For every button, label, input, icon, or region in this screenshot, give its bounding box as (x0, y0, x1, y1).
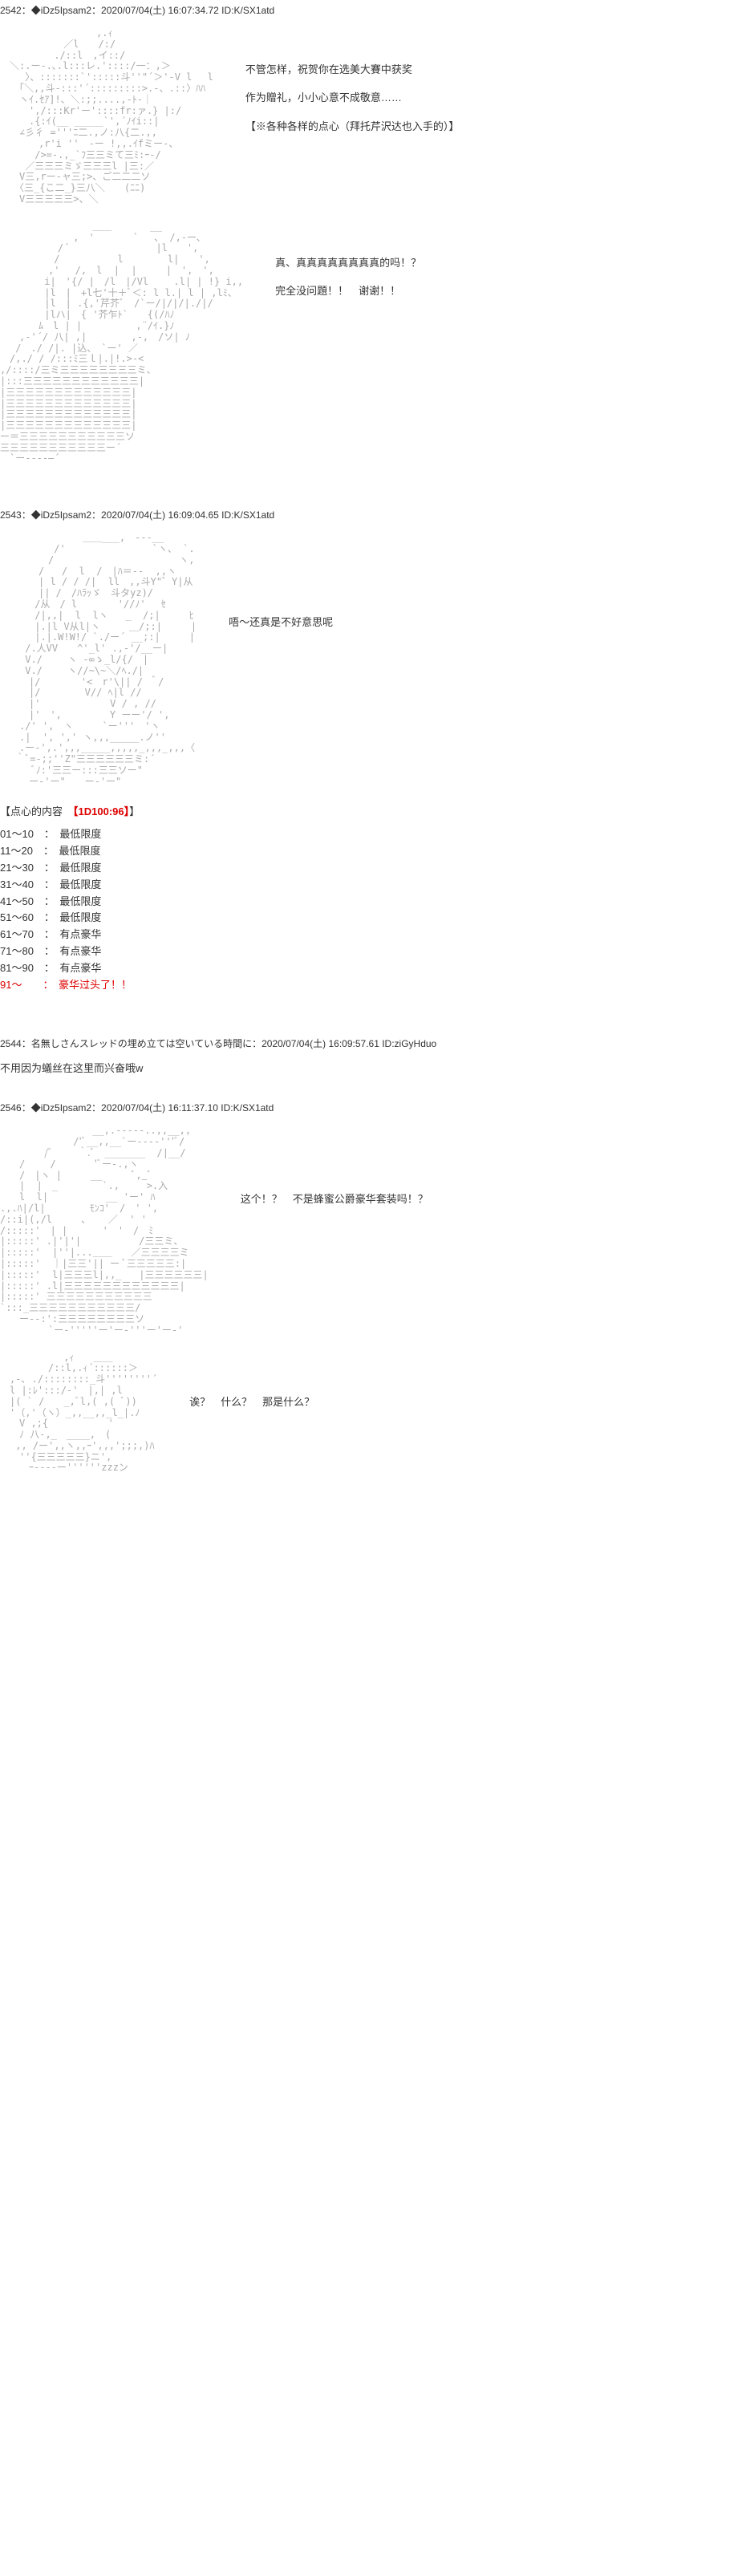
dice-range: 31～40 ： 最低限度 (0, 877, 746, 894)
dice-range: 51～60 ： 最低限度 (0, 910, 746, 927)
dialogue-line: 这个！？ 不是蜂蜜公爵豪华套装吗！？ (241, 1190, 428, 1208)
dice-range: 61～70 ： 有点豪华 (0, 927, 746, 943)
dice-range: 01～10 ： 最低限度 (0, 826, 746, 843)
dialogue-row: ,.ｨ ／l /:/ ./::l ,イ::/ ＼:.ー-.､.l:::レ.'::… (0, 28, 746, 205)
post-header: 2544：名無しさんスレッドの埋め立ては空いている時間に：2020/07/04(… (0, 1033, 746, 1053)
dice-range: 71～80 ： 有点豪华 (0, 943, 746, 960)
dice-title-prefix: 【点心的内容 (0, 805, 73, 817)
dialogue-line: 唔～还真是不好意思呢 (229, 613, 333, 631)
post-2546: 2546：◆iDz5Ipsam2：2020/07/04(土) 16:11:37.… (0, 1097, 746, 1498)
post-content: ,.ｨ ／l /:/ ./::l ,イ::/ ＼:.ー-.､.l:::レ.'::… (0, 20, 746, 489)
dice-result: 91～ ： 豪华过头了！！ (0, 977, 746, 994)
dice-section: 【点心的内容 【1D100:96】】 01～10 ： 最低限度 11～20 ： … (0, 804, 746, 994)
dialogue-row: ,ｨ ＿＿ /::l,.ｨ´::::::＞ ,-､ ./::::::::_斗''… (0, 1353, 746, 1475)
post-2544: 2544：名無しさんスレッドの埋め立ては空いている時間に：2020/07/04(… (0, 1033, 746, 1081)
dialogue-line: 诶？ 什么？ 那是什么？ (189, 1393, 314, 1411)
dialogue-text: 唔～还真是不好意思呢 (197, 533, 333, 641)
post-header: 2546：◆iDz5Ipsam2：2020/07/04(土) 16:11:37.… (0, 1097, 746, 1118)
dialogue-line: 【※各种各样的点心（拜托芹沢达也入手的）】 (245, 117, 460, 136)
dialogue-row: ＿＿ __ , ' ` 、 /,-ー､ /´ |l ', / l l| ', ,… (0, 221, 746, 465)
dice-range: 41～50 ： 最低限度 (0, 894, 746, 911)
post-header: 2542：◆iDz5Ipsam2：2020/07/04(土) 16:07:34.… (0, 0, 746, 20)
dialogue-row: __,.-----..,,__,, /'ﾞ__,,__`ー----'''ﾞ/ /… (0, 1126, 746, 1336)
dice-title-suffix: 】 (129, 805, 140, 817)
post-2543: 2543：◆iDz5Ipsam2：2020/07/04(土) 16:09:04.… (0, 505, 746, 1017)
dialogue-text: 不管怎样，祝贺你在选美大賽中获奖 作为贈礼，小小心意不成敬意…… 【※各种各样的… (213, 28, 460, 145)
dialogue-line: 作为贈礼，小小心意不成敬意…… (245, 88, 460, 107)
dice-range: 11～20 ： 最低限度 (0, 843, 746, 860)
dice-title: 【点心的内容 【1D100:96】】 (0, 804, 746, 821)
post-content: ＿＿___, ---__ /' `ヽ、 `. / ヽ, / / l / |ﾊ＝-… (0, 525, 746, 1017)
ascii-art-surprised: __,.-----..,,__,, /'ﾞ__,,__`ー----'''ﾞ/ /… (0, 1126, 209, 1336)
ascii-art-eating: ＿＿___, ---__ /' `ヽ、 `. / ヽ, / / l / |ﾊ＝-… (0, 533, 197, 787)
ascii-art-male: ,.ｨ ／l /:/ ./::l ,イ::/ ＼:.ー-.､.l:::レ.'::… (0, 28, 213, 205)
dialogue-text: 真、真真真真真真真真的吗！？ 完全没问題！！ 谢谢！！ (243, 221, 421, 310)
post-body: 不用因为蟻丝在这里而兴奋哦w (0, 1053, 746, 1081)
post-header: 2543：◆iDz5Ipsam2：2020/07/04(土) 16:09:04.… (0, 505, 746, 525)
dialogue-line: 真、真真真真真真真真的吗！？ (275, 254, 421, 272)
dialogue-line: 完全没问題！！ 谢谢！！ (275, 282, 421, 300)
post-content: __,.-----..,,__,, /'ﾞ__,,__`ー----'''ﾞ/ /… (0, 1118, 746, 1498)
dialogue-text: 诶？ 什么？ 那是什么？ (157, 1353, 314, 1421)
dialogue-row: ＿＿___, ---__ /' `ヽ、 `. / ヽ, / / l / |ﾊ＝-… (0, 533, 746, 787)
post-2542: 2542：◆iDz5Ipsam2：2020/07/04(土) 16:07:34.… (0, 0, 746, 489)
dice-range: 81～90 ： 有点豪华 (0, 960, 746, 977)
dice-roll: 【1D100:96】 (73, 805, 129, 817)
dialogue-line: 不管怎样，祝贺你在选美大賽中获奖 (245, 60, 460, 79)
dialogue-text: 这个！？ 不是蜂蜜公爵豪华套装吗！？ (209, 1126, 428, 1218)
ascii-art-female: ＿＿ __ , ' ` 、 /,-ー､ /´ |l ', / l l| ', ,… (0, 221, 243, 465)
dice-range: 21～30 ： 最低限度 (0, 860, 746, 877)
ascii-art-male-confused: ,ｨ ＿＿ /::l,.ｨ´::::::＞ ,-､ ./::::::::_斗''… (0, 1353, 157, 1475)
